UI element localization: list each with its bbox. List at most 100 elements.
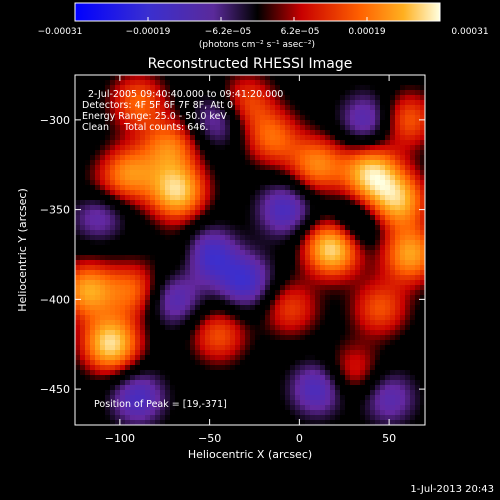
heatmap-cell — [405, 95, 411, 101]
heatmap-cell — [230, 225, 236, 231]
heatmap-cell — [305, 395, 311, 401]
heatmap-cell — [245, 385, 251, 391]
heatmap-cell — [120, 315, 126, 321]
heatmap-cell — [390, 190, 396, 196]
heatmap-cell — [380, 285, 386, 291]
heatmap-cell — [365, 100, 371, 106]
heatmap-cell — [130, 215, 136, 221]
heatmap-cell — [360, 245, 366, 251]
heatmap-cell — [85, 270, 91, 276]
heatmap-cell — [200, 160, 206, 166]
heatmap-cell — [355, 330, 361, 336]
heatmap-cell — [165, 420, 171, 425]
heatmap-cell — [280, 395, 286, 401]
heatmap-cell — [210, 190, 216, 196]
heatmap-cell — [260, 115, 266, 121]
heatmap-cell — [375, 190, 381, 196]
heatmap-cell — [100, 410, 106, 416]
heatmap-cell — [230, 185, 236, 191]
heatmap-cell — [250, 250, 256, 256]
heatmap-cell — [150, 75, 156, 81]
heatmap-cell — [345, 270, 351, 276]
heatmap-cell — [90, 265, 96, 271]
heatmap-cell — [360, 225, 366, 231]
heatmap-cell — [240, 205, 246, 211]
heatmap-cell — [235, 335, 241, 341]
heatmap-cell — [400, 80, 406, 86]
heatmap-cell — [210, 215, 216, 221]
heatmap-cell — [415, 225, 421, 231]
x-tick-label: 0 — [296, 432, 303, 445]
heatmap-cell — [410, 145, 416, 151]
heatmap-cell — [290, 210, 296, 216]
heatmap-cell — [185, 295, 191, 301]
heatmap-cell — [395, 290, 401, 296]
heatmap-cell — [285, 230, 291, 236]
heatmap-cell — [185, 190, 191, 196]
heatmap-cell — [340, 250, 346, 256]
heatmap-cell — [310, 355, 316, 361]
heatmap-cell — [95, 370, 101, 376]
heatmap-cell — [155, 110, 161, 116]
heatmap-cell — [135, 365, 141, 371]
heatmap-cell — [395, 305, 401, 311]
heatmap-cell — [240, 360, 246, 366]
heatmap-cell — [410, 265, 416, 271]
heatmap-cell — [200, 375, 206, 381]
heatmap-cell — [115, 100, 121, 106]
heatmap-cell — [285, 385, 291, 391]
heatmap-cell — [395, 395, 401, 401]
heatmap-cell — [205, 265, 211, 271]
heatmap-cell — [160, 380, 166, 386]
heatmap-cell — [325, 165, 331, 171]
heatmap-cell — [230, 140, 236, 146]
heatmap-cell — [90, 380, 96, 386]
heatmap-cell — [415, 385, 421, 391]
heatmap-cell — [335, 185, 341, 191]
heatmap-cell — [305, 290, 311, 296]
heatmap-cell — [110, 190, 116, 196]
heatmap-cell — [235, 155, 241, 161]
heatmap-cell — [380, 400, 386, 406]
heatmap-cell — [100, 400, 106, 406]
heatmap-cell — [400, 390, 406, 396]
heatmap-cell — [200, 230, 206, 236]
heatmap-cell — [240, 165, 246, 171]
heatmap-cell — [95, 180, 101, 186]
heatmap-cell — [370, 125, 376, 131]
heatmap-cell — [310, 290, 316, 296]
heatmap-cell — [115, 330, 121, 336]
heatmap-cell — [320, 275, 326, 281]
heatmap-cell — [105, 150, 111, 156]
heatmap-cell — [320, 315, 326, 321]
heatmap-cell — [375, 300, 381, 306]
heatmap-cell — [400, 375, 406, 381]
heatmap-cell — [170, 385, 176, 391]
heatmap-cell — [370, 360, 376, 366]
heatmap-cell — [410, 185, 416, 191]
chart-title: Reconstructed RHESSI Image — [148, 56, 353, 72]
heatmap-cell — [180, 240, 186, 246]
heatmap-cell — [130, 305, 136, 311]
heatmap-cell — [160, 165, 166, 171]
heatmap-cell — [155, 255, 161, 261]
heatmap-cell — [280, 300, 286, 306]
heatmap-cell — [265, 330, 271, 336]
heatmap-cell — [315, 185, 321, 191]
heatmap-cell — [155, 90, 161, 96]
heatmap-cell — [415, 105, 421, 111]
heatmap-cell — [135, 275, 141, 281]
heatmap-cell — [305, 380, 311, 386]
heatmap-cell — [205, 175, 211, 181]
heatmap-cell — [235, 350, 241, 356]
heatmap-cell — [355, 280, 361, 286]
heatmap-cell — [190, 315, 196, 321]
heatmap-cell — [360, 400, 366, 406]
heatmap-cell — [85, 115, 91, 121]
heatmap-cell — [285, 310, 291, 316]
heatmap-cell — [225, 155, 231, 161]
heatmap-cell — [185, 185, 191, 191]
heatmap-cell — [420, 390, 425, 396]
heatmap-cell — [140, 415, 146, 421]
heatmap-cell — [130, 315, 136, 321]
